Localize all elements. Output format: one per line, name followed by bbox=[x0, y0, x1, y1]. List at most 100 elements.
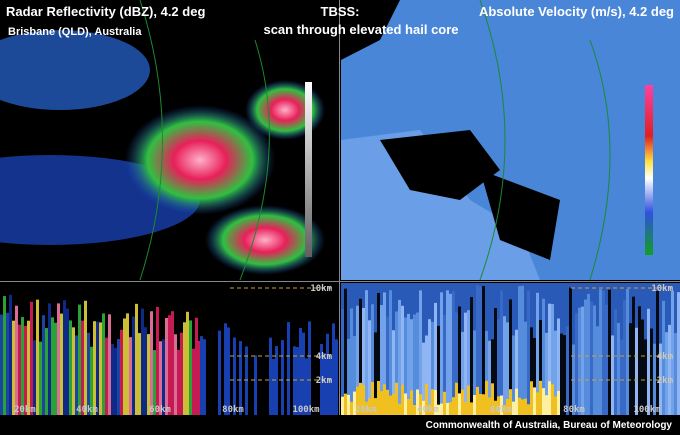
stripe bbox=[452, 397, 455, 415]
stripe bbox=[278, 350, 281, 415]
stripe bbox=[36, 299, 39, 415]
stripe bbox=[254, 355, 257, 415]
stripe bbox=[431, 321, 434, 415]
stripe bbox=[215, 348, 218, 415]
stripe bbox=[632, 296, 635, 415]
stripe bbox=[323, 353, 326, 415]
stripe bbox=[383, 292, 386, 415]
stripe bbox=[165, 317, 168, 415]
stripe bbox=[578, 307, 581, 415]
color-scale bbox=[305, 82, 312, 257]
stripe bbox=[311, 327, 314, 415]
echo bbox=[0, 30, 150, 110]
stripe bbox=[560, 333, 563, 415]
stripe bbox=[413, 404, 416, 415]
stripe bbox=[563, 335, 566, 415]
stripe bbox=[437, 404, 440, 415]
stripe bbox=[473, 395, 476, 415]
stripe bbox=[401, 384, 404, 415]
stripe bbox=[500, 395, 503, 415]
range-label: 60km bbox=[490, 405, 512, 415]
stripe bbox=[503, 316, 506, 415]
stripe bbox=[236, 341, 239, 415]
right-title: Absolute Velocity (m/s), 4.2 deg bbox=[479, 4, 674, 19]
stripe bbox=[39, 341, 42, 415]
stripe bbox=[608, 289, 611, 415]
left-subtitle: Brisbane (QLD), Australia bbox=[8, 26, 142, 38]
stripe bbox=[530, 327, 533, 415]
credit: Commonwealth of Australia, Bureau of Met… bbox=[426, 420, 673, 431]
range-label: 80km bbox=[563, 405, 585, 415]
stripe bbox=[195, 317, 198, 415]
stripe bbox=[566, 326, 569, 415]
stripe bbox=[494, 400, 497, 415]
stripe bbox=[425, 383, 428, 415]
stripe bbox=[218, 330, 221, 415]
stripe bbox=[365, 401, 368, 415]
stripe bbox=[389, 395, 392, 415]
stripe bbox=[18, 324, 21, 415]
stripe bbox=[192, 348, 195, 415]
stripe bbox=[539, 319, 542, 415]
stripe bbox=[290, 338, 293, 415]
stripe bbox=[347, 394, 350, 415]
stripe bbox=[554, 330, 557, 415]
stripe bbox=[377, 380, 380, 415]
stripe bbox=[677, 292, 680, 415]
stripe bbox=[332, 323, 335, 415]
range-label: 20km bbox=[355, 405, 377, 415]
stripe bbox=[51, 317, 54, 415]
stripe bbox=[674, 332, 677, 415]
stripe bbox=[611, 335, 614, 415]
stripe bbox=[174, 334, 177, 415]
stripe bbox=[587, 293, 590, 415]
stripe bbox=[30, 301, 33, 415]
range-label: 100km bbox=[292, 405, 320, 415]
stripe bbox=[635, 327, 638, 415]
stripe bbox=[434, 302, 437, 415]
range-ring bbox=[139, 0, 270, 281]
stripe bbox=[479, 286, 482, 415]
stripe bbox=[449, 293, 452, 415]
stripe bbox=[9, 294, 12, 415]
stripe bbox=[305, 358, 308, 415]
stripe bbox=[596, 326, 599, 415]
height-label: 4km bbox=[657, 352, 674, 362]
stripe bbox=[329, 355, 332, 415]
stripe bbox=[482, 394, 485, 415]
stripe bbox=[123, 318, 126, 415]
stripe bbox=[551, 303, 554, 415]
stripe bbox=[476, 285, 479, 415]
stripe bbox=[512, 401, 515, 415]
stripe bbox=[189, 320, 192, 415]
stripe bbox=[114, 347, 117, 415]
stripe bbox=[200, 336, 203, 415]
stripe bbox=[57, 303, 60, 415]
height-label: 2km bbox=[316, 376, 333, 386]
stripe bbox=[383, 384, 386, 415]
stripe bbox=[506, 322, 509, 415]
stripe bbox=[21, 317, 24, 415]
stripe bbox=[575, 313, 578, 415]
no-echo bbox=[380, 130, 500, 200]
stripe bbox=[464, 312, 467, 415]
stripe bbox=[473, 330, 476, 415]
stripe bbox=[455, 312, 458, 415]
stripe bbox=[485, 330, 488, 415]
stripe bbox=[221, 323, 224, 415]
range-label: 80km bbox=[222, 405, 244, 415]
stripe bbox=[494, 308, 497, 415]
stripe bbox=[641, 319, 644, 415]
stripe bbox=[434, 390, 437, 415]
stripe bbox=[425, 335, 428, 415]
stripe bbox=[350, 308, 353, 415]
stripe bbox=[395, 382, 398, 415]
stripe bbox=[479, 393, 482, 415]
stripe bbox=[590, 301, 593, 415]
stripe bbox=[533, 387, 536, 415]
range-label: 100km bbox=[633, 405, 661, 415]
stripe bbox=[395, 311, 398, 415]
stripe bbox=[599, 289, 602, 415]
stripe bbox=[617, 322, 620, 415]
stripe bbox=[171, 311, 174, 415]
